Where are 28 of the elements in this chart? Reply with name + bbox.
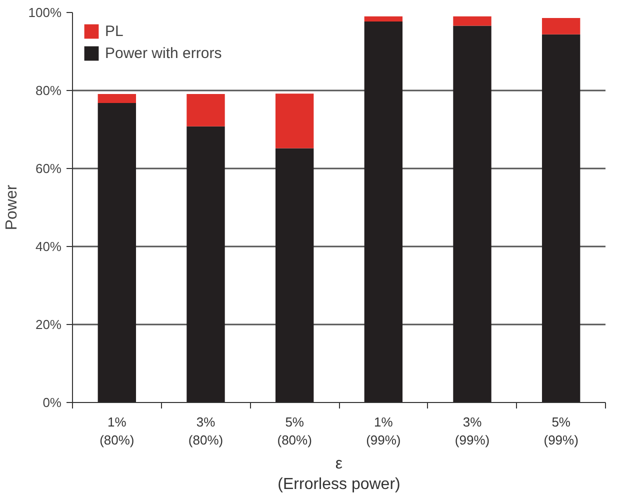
bar <box>542 34 580 402</box>
y-tick-label: 40% <box>35 239 62 254</box>
bar <box>186 94 225 126</box>
x-tick-label: 5% (80%) <box>277 414 312 448</box>
bar <box>364 16 403 22</box>
y-tick-label: 60% <box>35 161 62 176</box>
bar <box>186 126 225 402</box>
y-axis-title: Power <box>3 184 20 230</box>
x-tick-label: 3% (80%) <box>188 414 224 448</box>
bar <box>98 102 136 402</box>
y-tick-label: 20% <box>35 317 62 332</box>
bar <box>275 94 314 148</box>
bar <box>453 26 492 402</box>
x-tick-label: 5% (99%) <box>544 414 578 448</box>
bar <box>275 148 314 402</box>
bar <box>98 94 136 103</box>
x-tick-label: 3% (99%) <box>454 414 490 448</box>
bar <box>542 18 580 34</box>
bar <box>453 16 492 26</box>
y-tick-label: 80% <box>35 83 62 98</box>
legend-label: PL <box>105 22 124 40</box>
y-tick-label: 100% <box>28 5 62 20</box>
y-tick-label: 0% <box>42 395 62 410</box>
x-tick-label: 1% (80%) <box>100 414 134 448</box>
legend-label: Power with errors <box>105 44 222 62</box>
x-tick-label: 1% (99%) <box>366 414 401 448</box>
bar <box>364 21 403 402</box>
x-axis-title: ε (Errorless power) <box>278 456 400 493</box>
